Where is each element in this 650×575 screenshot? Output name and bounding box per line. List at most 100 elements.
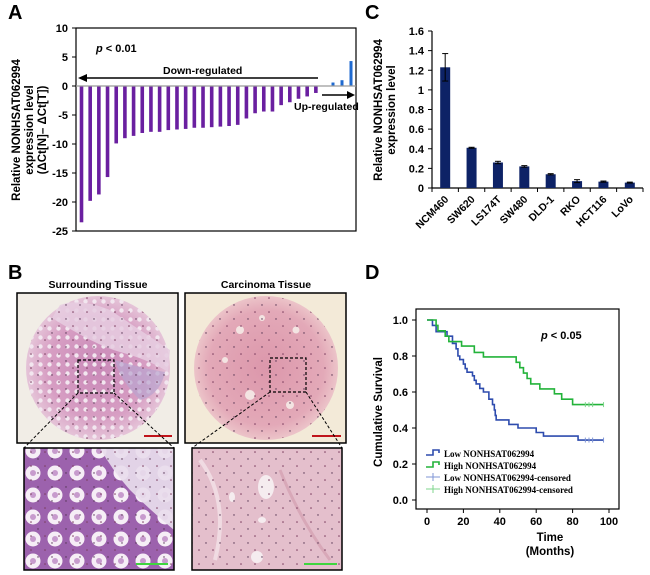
y-tick-label: 0.8 [393, 351, 408, 363]
bar-down-regulated [261, 86, 266, 112]
p-value-annotation: p < 0.05 [540, 330, 582, 342]
zoom-region-box [77, 359, 115, 394]
y-tick-label: 0.4 [409, 144, 425, 156]
high-expression-curve [427, 319, 604, 406]
p-value-annotation: p < 0.01 [95, 43, 137, 55]
bar-down-regulated [166, 86, 171, 131]
legend: Low NONHSAT062994 High NONHSAT062994 Low N… [426, 449, 573, 495]
y-axis-label: Relative NONHSAT062994 expression level … [11, 59, 49, 201]
up-regulated-label: Up-regulated [294, 101, 359, 113]
p-value-text: < 0.05 [548, 330, 582, 342]
panel-a-chart: 10 5 0 -5 -10 -15 -20 -25 p < 0.01 Down-regulat… [11, 23, 359, 238]
surrounding-tissue-core-image [16, 292, 179, 444]
y-tick-label: 1.4 [409, 46, 425, 58]
legend-high-censored-label: High NONHSAT062994-censored [444, 485, 573, 495]
y-tick-label: -25 [52, 226, 68, 238]
y-tick-label: 0.2 [409, 163, 424, 175]
zoom-connector [23, 392, 79, 449]
bar-down-regulated [209, 86, 214, 128]
bar-down-regulated [123, 86, 127, 139]
y-tick-label: 0.6 [409, 124, 424, 136]
zoom-connector [305, 391, 343, 449]
bar-down-regulated [201, 86, 205, 128]
panel-d-letter: D [365, 262, 380, 284]
p-value-text: < 0.01 [103, 43, 137, 55]
bar-down-regulated [288, 86, 292, 103]
bar-down-regulated [88, 86, 92, 201]
zoom-connector [113, 392, 175, 449]
panel-c-letter: C [365, 2, 380, 24]
surrounding-tissue-magnified-image [23, 447, 175, 571]
x-tick-label: 80 [566, 516, 578, 528]
bar-up-regulated [349, 61, 353, 86]
bar-down-regulated [244, 86, 249, 119]
y-tick-label: -5 [58, 110, 68, 122]
bar-down-regulated [157, 86, 162, 132]
x-tick-label: 40 [494, 516, 506, 528]
arrow-head-right-icon [347, 91, 355, 99]
bar-sw620 [466, 147, 477, 188]
bar-dld-1 [545, 174, 556, 188]
y-tick-label: 1.0 [393, 315, 408, 327]
bar-down-regulated [192, 86, 197, 128]
bar-down-regulated [114, 86, 119, 144]
y-tick-label: 0.8 [409, 105, 424, 117]
bar-down-regulated [105, 86, 110, 178]
y-label-line-2: expression level [24, 85, 36, 175]
y-axis: 10 5 0 -5 -10 -15 -20 -25 [52, 23, 76, 238]
y-tick-label: -15 [52, 168, 68, 180]
y-tick-label: 1.6 [409, 26, 424, 38]
bar-down-regulated [270, 86, 275, 112]
x-tick-label: 100 [600, 516, 618, 528]
bar-down-regulated [253, 86, 257, 114]
bar-lovo [624, 182, 635, 188]
low-expression-curve [427, 319, 604, 441]
panel-a-letter: A [8, 2, 23, 24]
carcinoma-tissue-title: Carcinoma Tissue [221, 279, 311, 291]
x-tick-label: 60 [530, 516, 542, 528]
bar-down-regulated [305, 86, 309, 97]
y-tick-label: 0 [418, 183, 424, 195]
legend-low-label: Low NONHSAT062994 [444, 449, 535, 459]
survival-curves [427, 319, 605, 443]
bar-sw480 [519, 166, 530, 188]
x-tick-label: SW480 [498, 194, 531, 227]
legend-low-icon [426, 449, 440, 456]
carcinoma-tissue-magnified-image [191, 447, 343, 571]
bar-ncm460 [440, 67, 451, 188]
y-tick-label: 1.2 [409, 65, 424, 77]
bar-up-regulated [331, 82, 335, 86]
bar-rko [572, 181, 583, 188]
y-tick-label: 0.6 [393, 387, 408, 399]
y-tick-label: 5 [62, 52, 68, 64]
x-tick-label: 0 [424, 516, 430, 528]
x-axis-label-line-1: Time [537, 532, 564, 544]
y-tick-label: 1 [418, 85, 424, 97]
y-tick-label: 0 [62, 81, 68, 93]
bar-down-regulated [235, 86, 240, 125]
y-tick-label: -10 [52, 139, 68, 151]
bar-down-regulated [279, 86, 283, 106]
bar-down-regulated [97, 86, 101, 195]
bar-ls174t [492, 162, 503, 188]
y-label-line-2: expression level [386, 65, 398, 155]
bar-down-regulated [218, 86, 223, 127]
y-label-line-1: Relative NONHSAT062994 [373, 39, 385, 181]
x-axis-label-line-2: (Months) [526, 546, 575, 558]
x-tick-label: 20 [457, 516, 469, 528]
legend-high-icon [426, 461, 440, 468]
panel-b-histology: Surrounding Tissue Carcinoma Tissue [16, 279, 347, 571]
x-tick-label: LS174T [469, 193, 504, 228]
bar-down-regulated [183, 86, 188, 129]
surrounding-tissue-title: Surrounding Tissue [49, 279, 148, 291]
bar-series [79, 61, 353, 223]
panel-b-letter: B [8, 262, 23, 284]
bar-up-regulated [340, 80, 344, 86]
y-label-line-1: Relative NONHSAT062994 [11, 59, 23, 201]
plot-frame [75, 27, 357, 232]
y-tick-label: 0.2 [393, 459, 408, 471]
y-label-line-3: (ΔCt[N]– ΔCt[T]) [37, 85, 49, 174]
panel-d-chart: 0.00.20.40.60.81.00 20 40 60 80 100 p < 0.05 … [373, 308, 620, 558]
